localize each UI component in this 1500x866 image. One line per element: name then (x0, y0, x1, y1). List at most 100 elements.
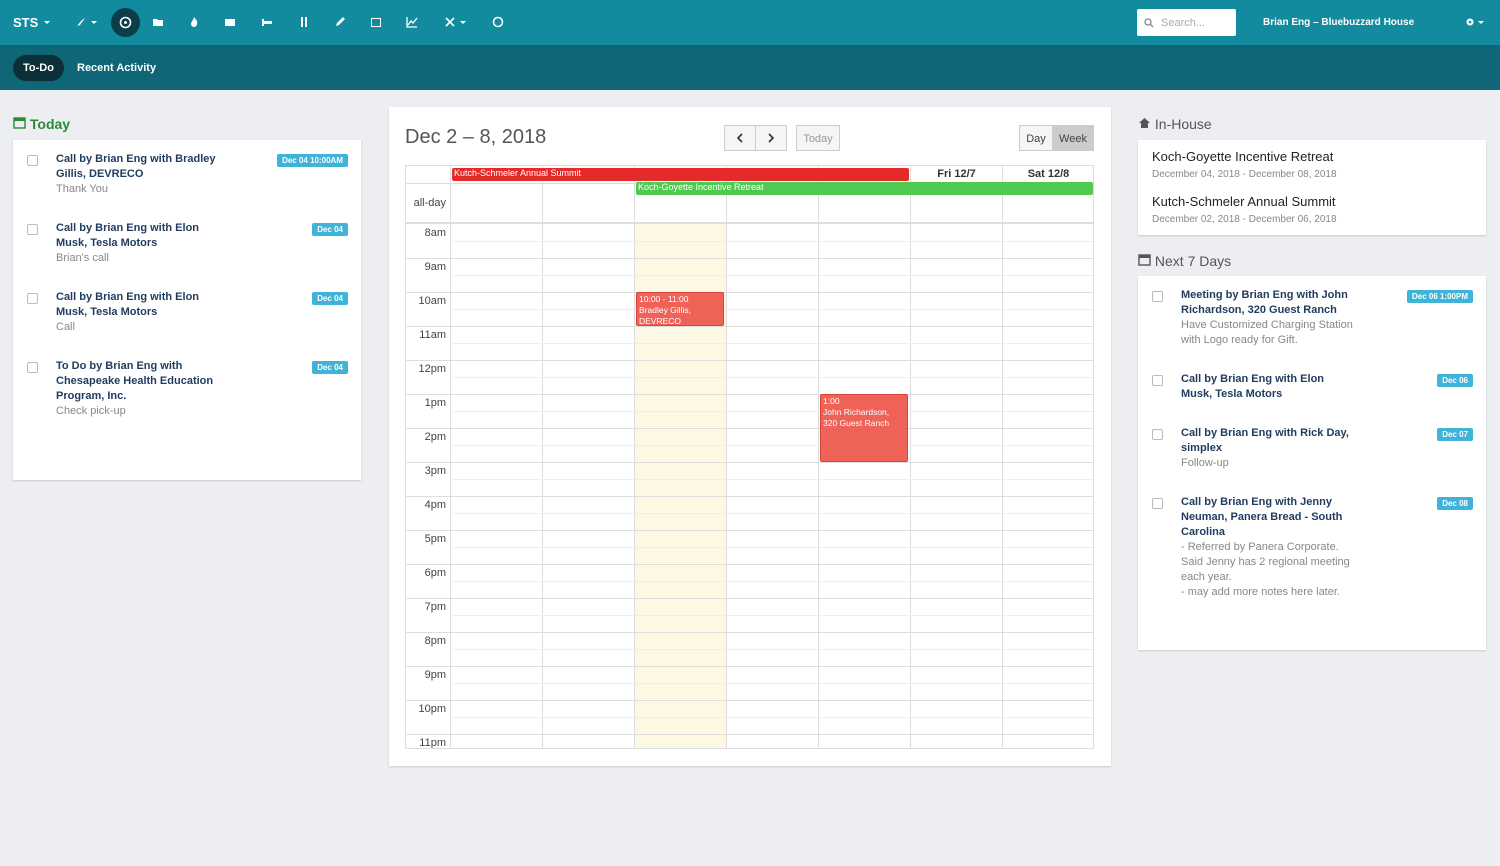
grid-line (450, 241, 1093, 242)
checkbox[interactable] (1152, 429, 1163, 440)
event-title: John Richardson, 320 Guest Ranch (823, 407, 890, 428)
in-house-item[interactable]: Kutch-Schmeler Annual Summit December 02,… (1138, 185, 1486, 230)
grid-line (406, 700, 1093, 701)
todo-item: Call by Brian Eng with Rick Day, simplex… (1138, 416, 1486, 485)
grid-line (406, 462, 1093, 463)
checkbox[interactable] (1152, 291, 1163, 302)
hour-label: 5pm (424, 533, 446, 545)
hour-label: 1pm (424, 397, 446, 409)
hour-label: 9am (424, 261, 446, 273)
hour-label: 2pm (424, 431, 446, 443)
in-house-list: Koch-Goyette Incentive Retreat December 0… (1138, 140, 1486, 235)
grid-line (450, 479, 1093, 480)
todo-item: Meeting by Brian Eng with John Richardso… (1138, 278, 1486, 362)
checkbox[interactable] (1152, 498, 1163, 509)
todo-item: Call by Brian Eng with Jenny Neuman, Pan… (1138, 485, 1486, 614)
item-note: - may add more notes here later. (1181, 586, 1340, 598)
chart-icon[interactable] (406, 16, 418, 28)
checkbox[interactable] (27, 224, 38, 235)
calendar-event[interactable]: 10:00 - 11:00 Bradley Gillis, DEVRECO (636, 292, 724, 326)
grid-line (406, 292, 1093, 293)
cutlery-icon[interactable] (298, 16, 310, 28)
item-title[interactable]: Call by Brian Eng with Elon Musk, Tesla … (56, 222, 200, 249)
folder-icon[interactable] (152, 16, 164, 28)
today-button[interactable]: Today (796, 125, 840, 151)
item-title[interactable]: Meeting by Brian Eng with John Richardso… (1181, 289, 1348, 316)
item-title[interactable]: Call by Brian Eng with Elon Musk, Tesla … (1181, 373, 1325, 400)
all-day-event[interactable]: Kutch-Schmeler Annual Summit (452, 168, 909, 181)
section-heading: Next 7 Days (1138, 253, 1231, 269)
todo-item: Call by Brian Eng with Elon Musk, Tesla … (13, 280, 361, 349)
clock-icon (119, 16, 132, 29)
home-icon (1139, 118, 1150, 128)
search-input[interactable]: Search... (1137, 9, 1236, 36)
todo-item: Call by Brian Eng with Elon Musk, Tesla … (1138, 362, 1486, 416)
rocket-icon[interactable] (76, 16, 98, 28)
in-house-name: Kutch-Schmeler Annual Summit (1152, 194, 1336, 209)
pencil-icon[interactable] (334, 16, 346, 28)
tools-icon[interactable] (444, 16, 468, 28)
brand[interactable]: STS (13, 15, 39, 30)
briefcase-icon[interactable] (224, 16, 236, 28)
item-title[interactable]: To Do by Brian Eng with Chesapeake Healt… (56, 360, 214, 402)
checkbox[interactable] (27, 362, 38, 373)
tab[interactable]: Recent Activity (77, 62, 157, 74)
day-button[interactable]: Day (1019, 125, 1053, 151)
sub-nav: To-Do Recent Activity (0, 45, 1500, 90)
grid-line (406, 258, 1093, 259)
fire-icon[interactable] (188, 16, 200, 28)
grid-line (634, 183, 635, 748)
date-badge: Dec 06 (1437, 374, 1473, 387)
item-title[interactable]: Call by Brian Eng with Elon Musk, Tesla … (56, 291, 200, 318)
search-icon (1144, 18, 1154, 28)
today-list: Call by Brian Eng with Bradley Gillis, D… (13, 140, 361, 480)
next-button[interactable] (755, 125, 787, 151)
calendar-card (389, 107, 1111, 766)
grid-line (450, 309, 1093, 310)
hour-label: 10pm (418, 703, 446, 715)
item-title[interactable]: Call by Brian Eng with Jenny Neuman, Pan… (1181, 496, 1343, 538)
grid-line (450, 615, 1093, 616)
week-button[interactable]: Week (1052, 125, 1094, 151)
item-note: Brian's call (56, 252, 109, 264)
grid-line (406, 666, 1093, 667)
grid-line (450, 683, 1093, 684)
calendar-icon (13, 117, 26, 129)
item-note: Check pick-up (56, 405, 126, 417)
item-title[interactable]: Call by Brian Eng with Rick Day, simplex (1181, 427, 1349, 454)
grid-line (450, 717, 1093, 718)
grid-line (450, 649, 1093, 650)
grid-line (450, 377, 1093, 378)
calendar-title: Dec 2 – 8, 2018 (405, 126, 547, 148)
checkbox[interactable] (1152, 375, 1163, 386)
grid-line (910, 183, 911, 748)
hour-label: 11am (419, 329, 446, 341)
item-title[interactable]: Call by Brian Eng with Bradley Gillis, D… (56, 153, 216, 180)
grid-line (406, 326, 1093, 327)
item-note: Follow-up (1181, 457, 1229, 469)
tab[interactable]: To-Do (13, 55, 64, 81)
hour-label: 4pm (424, 499, 446, 511)
settings-icon[interactable] (1465, 16, 1487, 28)
active-icon[interactable] (111, 8, 140, 37)
in-house-name: Koch-Goyette Incentive Retreat (1152, 149, 1334, 164)
grid-line (406, 428, 1093, 429)
calendar-event[interactable]: 1:00 John Richardson, 320 Guest Ranch (820, 394, 908, 462)
prev-button[interactable] (724, 125, 756, 151)
checkbox[interactable] (27, 293, 38, 304)
in-house-item[interactable]: Koch-Goyette Incentive Retreat December 0… (1138, 140, 1486, 185)
all-day-event[interactable]: Koch-Goyette Incentive Retreat (636, 182, 1093, 195)
hour-label: 9pm (424, 669, 446, 681)
section-heading: In-House (1138, 116, 1212, 132)
caret (44, 21, 50, 24)
bed-icon[interactable] (261, 16, 273, 28)
chevron-right (768, 133, 775, 143)
support-icon[interactable] (492, 16, 504, 28)
grid-line (450, 183, 451, 748)
checkbox[interactable] (27, 155, 38, 166)
calendar-icon[interactable] (370, 16, 382, 28)
next-7-days-list: Meeting by Brian Eng with John Richardso… (1138, 276, 1486, 650)
user-menu[interactable]: Brian Eng – Bluebuzzard House (1263, 17, 1415, 28)
day-header: Fri 12/7 (910, 166, 1002, 183)
